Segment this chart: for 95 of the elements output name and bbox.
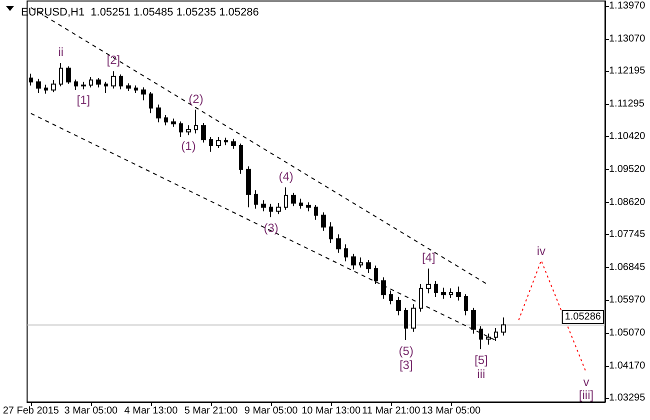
candlestick [314,204,318,220]
candlestick [329,222,333,244]
candlestick [104,81,108,94]
text: [4] [422,250,436,265]
x-tick-label: 3 Mar 05:00 [64,406,118,416]
candlestick [441,287,446,300]
candlestick [396,296,401,316]
candlestick [419,284,423,312]
x-tick-label: 9 Mar 05:00 [244,406,298,416]
candlestick [51,80,56,93]
candlestick [276,202,281,215]
candlestick [96,78,101,88]
candlestick [74,79,78,90]
candlestick [239,143,243,174]
candlestick [449,288,453,298]
candlestick [269,203,273,218]
y-tick-label: 1.05970 [609,294,646,306]
text: (1) [181,139,196,154]
y-tick-label: 1.11295 [609,98,645,110]
text: [1] [76,93,90,108]
candlestick [171,118,176,128]
candlestick [501,316,506,336]
y-tick-label: 1.06845 [609,262,646,274]
candlestick [261,200,266,212]
candlestick [246,166,251,208]
x-tick-label: 13 Mar 05:00 [422,406,482,416]
candlestick [89,76,93,88]
y-tick-label: 1.13070 [609,33,646,44]
y-tick-label: 1.09520 [609,164,646,175]
candlestick [59,62,63,87]
data-label: iv [536,244,546,258]
text: (5) [3] [398,344,414,372]
candlestick [254,190,258,210]
candlestick [344,244,348,262]
candlestick [336,234,341,254]
candlestick [291,192,296,207]
candlestick [359,257,363,268]
candlestick [66,66,71,84]
candlestick [119,74,123,90]
candlestick [194,109,198,134]
candlestick [216,136,221,149]
candlestick [179,121,183,138]
candlestick [471,307,476,334]
candlestick [284,186,288,210]
y-tick-label: 1.12195 [609,66,646,77]
candlestick [36,78,41,94]
candlestick [404,307,408,340]
y-tick-label: 1.10420 [609,130,646,142]
candlestick [111,70,116,89]
candlestick [456,286,461,302]
ref-line-label: 1.05286 [564,311,602,322]
y-tick-label: 1.04170 [609,360,646,372]
candlestick [126,82,131,92]
candlestick [351,253,356,270]
candlestick [201,122,206,144]
candlestick [134,85,138,94]
y-tick-label: 1.03295 [609,392,646,404]
candlestick [411,304,416,332]
text: [2] [106,53,120,68]
candlestick [164,114,168,126]
data-label: v [iii] [578,375,594,402]
candlestick [389,290,393,305]
candlestick [306,202,311,212]
x-tick-label: 4 Mar 13:00 [124,406,178,416]
candlestick [44,84,48,94]
candlestick [381,276,386,300]
candlestick [224,137,228,146]
candlestick [366,260,371,274]
candlestick [81,81,86,90]
y-tick-label: 1.07745 [609,229,646,240]
text: (2) [188,92,204,106]
candlestick [141,86,146,101]
candlestick [299,198,303,210]
x-tick-label: 11 Mar 21:00 [362,406,421,416]
x-tick-label: 5 Mar 21:00 [184,406,238,416]
text: (4) [278,169,294,184]
candlestick [156,104,161,123]
candlestick [426,268,431,294]
x-tick-label: 10 Mar 13:00 [302,406,361,416]
y-tick-label: 1.13970 [609,0,646,12]
candlestick [231,138,236,150]
candlestick [321,212,326,232]
candlestick [186,124,191,136]
text: (3) [264,221,278,236]
candlestick [29,73,33,86]
candlestick [209,136,213,152]
candlestick [374,265,378,285]
candlestick [464,294,468,316]
y-tick-label: 1.05070 [609,327,646,338]
x-tick-label: 27 Feb 2015 [2,406,60,416]
y-tick-label: 1.08620 [609,196,646,208]
text: [5] iii [474,353,488,382]
candlestick [434,280,438,298]
candlestick [149,92,153,114]
text: ii [58,45,64,60]
